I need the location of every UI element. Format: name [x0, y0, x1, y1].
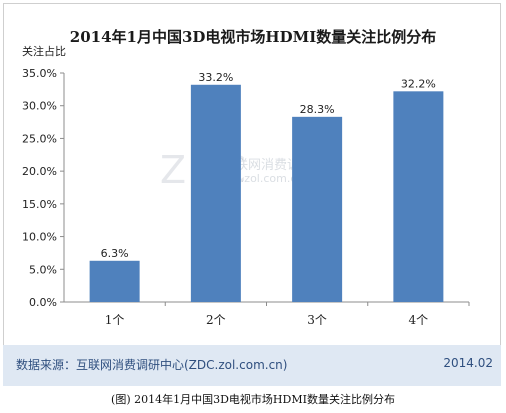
- bar: [393, 91, 444, 302]
- data-source: 数据来源：互联网消费调研中心(ZDC.zol.com.cn): [16, 358, 288, 372]
- data-label: 28.3%: [300, 103, 335, 116]
- y-tick-label: 15.0%: [22, 198, 57, 211]
- figure-caption: (图) 2014年1月中国3D电视市场HDMI数量关注比例分布: [111, 393, 395, 406]
- bar: [190, 84, 241, 302]
- data-label: 6.3%: [101, 247, 129, 260]
- x-tick-label: 4个: [409, 313, 429, 327]
- data-label: 32.2%: [401, 77, 436, 90]
- y-tick-label: 35.0%: [22, 67, 57, 80]
- publish-date: 2014.02: [443, 356, 493, 370]
- y-tick-label: 25.0%: [22, 132, 57, 145]
- watermark-url: zdc.zol.com.cn: [222, 172, 304, 185]
- chart-title: 2014年1月中国3D电视市场HDMI数量关注比例分布: [69, 28, 437, 46]
- y-tick-label: 30.0%: [22, 100, 57, 113]
- bar: [292, 116, 343, 302]
- y-tick-label: 5.0%: [29, 263, 57, 276]
- x-tick-label: 1个: [105, 313, 125, 327]
- bar: [89, 260, 140, 302]
- y-tick-label: 0.0%: [29, 296, 57, 309]
- x-tick-label: 2个: [206, 313, 226, 327]
- data-label: 33.2%: [198, 71, 233, 84]
- footer-bar: 数据来源：互联网消费调研中心(ZDC.zol.com.cn) 2014.02: [3, 345, 501, 386]
- y-tick-label: 10.0%: [22, 231, 57, 244]
- x-tick-label: 3个: [307, 313, 327, 327]
- y-axis-label: 关注占比: [22, 45, 66, 58]
- y-tick-label: 20.0%: [22, 165, 57, 178]
